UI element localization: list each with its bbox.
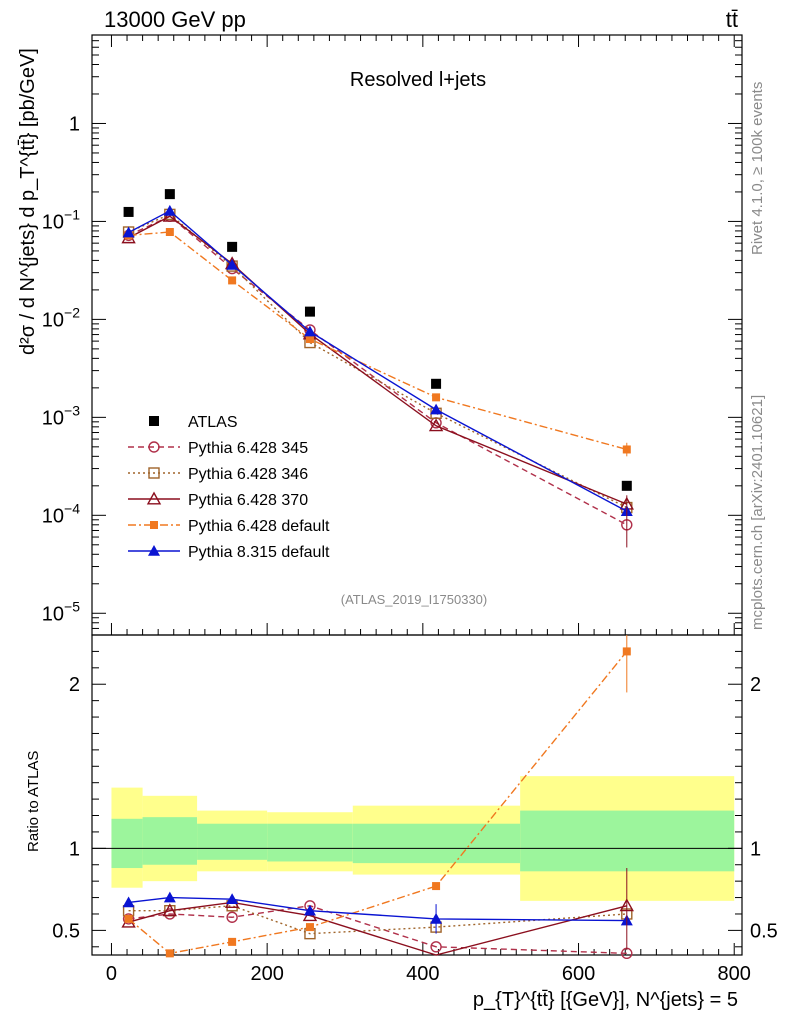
y-tick-label: 10−5: [42, 598, 80, 625]
atlas-point: [227, 241, 238, 252]
legend-marker-4: [150, 521, 158, 529]
series-point-3: [305, 335, 314, 344]
series-point-3: [228, 276, 237, 285]
ratio-series-group: [121, 635, 634, 960]
ratio-uncertainty-bands: [111, 776, 735, 901]
y-tick-label: 10−1: [42, 206, 80, 233]
ratio-tick-label: 0.5: [750, 920, 778, 942]
ratio-point-0: [226, 911, 238, 923]
analysis-watermark: (ATLAS_2019_I1750330): [341, 592, 487, 607]
atlas-point: [304, 306, 315, 317]
ratio-point-4: [163, 891, 176, 903]
series-point-2: [428, 418, 444, 432]
x-tick-label: 0: [106, 963, 117, 985]
ratio-line-4: [128, 896, 627, 922]
ratio-tick-label: 0.5: [52, 920, 80, 942]
ratio-tick-label: 1: [69, 838, 80, 860]
legend-label-4: Pythia 6.428 default: [188, 518, 330, 535]
legend-label-2: Pythia 6.428 346: [188, 466, 308, 483]
legend-marker-1: [148, 441, 160, 453]
y-tick-label: 10−3: [42, 402, 80, 429]
legend-marker-3: [146, 491, 162, 505]
rivet-version-label: Rivet 4.1.0, ≥ 100k events: [749, 82, 766, 255]
band-inner-2: [197, 823, 268, 860]
legend-label-1: Pythia 6.428 345: [188, 440, 308, 457]
ratio-tick-label: 1: [750, 838, 761, 860]
series-point-3: [432, 393, 441, 402]
ratio-point-3: [305, 923, 314, 932]
x-tick-label: 200: [250, 963, 283, 985]
atlas-point: [123, 206, 134, 217]
series-point-4: [303, 325, 316, 337]
band-inner-3: [267, 823, 353, 862]
series-line-4: [128, 210, 628, 512]
ratio-point-3: [432, 882, 441, 891]
ratio-point-3: [165, 949, 174, 958]
ratio-line-1: [128, 905, 627, 935]
ratio-y-axis-title: Ratio to ATLAS: [25, 751, 42, 852]
mcplots-source-label: mcplots.cern.ch [arXiv:2401.10621]: [749, 395, 766, 630]
band-inner-5: [520, 810, 735, 872]
y-axis-title: d²σ / d N^{jets} d p_T^{tt̄} [pb/GeV]: [17, 48, 39, 355]
x-tick-label: 800: [718, 963, 751, 985]
legend-label-5: Pythia 8.315 default: [188, 544, 330, 561]
series-line-2: [128, 215, 628, 505]
ratio-plot-frame: [91, 634, 743, 956]
chart-title: Resolved l+jets: [350, 69, 486, 91]
energy-label: 13000 GeV pp: [104, 7, 246, 32]
series-line-3: [128, 231, 627, 451]
ratio-point-3: [228, 937, 237, 946]
legend-marker-0: [149, 416, 159, 426]
series-point-4: [163, 204, 176, 216]
series-line-1: [128, 213, 628, 509]
x-axis-title: p_{T}^{tt̄} [{GeV}], N^{jets} = 5: [473, 989, 738, 1011]
x-tick-label: 400: [406, 963, 439, 985]
ratio-point-4: [303, 904, 316, 916]
legend: ATLAS Pythia 6.428 345 Pythia 6.428 346 Pyt…: [128, 414, 330, 561]
ratio-line-0: [128, 905, 627, 955]
band-inner-1: [142, 817, 198, 865]
x-tick-label: 600: [562, 963, 595, 985]
ratio-point-4: [122, 896, 135, 908]
ratio-point-0: [430, 941, 442, 953]
band-inner-0: [111, 818, 143, 869]
y-tick-label: 10−2: [42, 304, 80, 331]
ratio-line-2: [128, 901, 627, 956]
series-point-3: [165, 227, 174, 236]
atlas-point: [431, 378, 442, 389]
series-point-4: [226, 258, 239, 270]
ratio-tick-label: 2: [750, 674, 761, 696]
series-point-4: [430, 403, 443, 415]
process-label: tt̄: [726, 7, 738, 32]
legend-label-0: ATLAS: [188, 414, 238, 431]
ratio-tick-label: 2: [69, 674, 80, 696]
main-series-group: [121, 189, 634, 548]
ratio-point-0: [122, 913, 135, 925]
axis-ticks: 0 200 400 600 800 10−5 10−4 10−3 10−2 10−1 1 0.5 0.5…: [42, 34, 778, 985]
legend-marker-5: [148, 545, 160, 556]
y-tick-label: 10−4: [42, 500, 80, 527]
legend-label-3: Pythia 6.428 370: [188, 492, 308, 509]
ratio-point-3: [124, 914, 133, 923]
y-tick-label: 1: [69, 113, 80, 135]
series-point-4: [122, 226, 135, 238]
atlas-point: [621, 480, 632, 491]
ratio-point-2: [162, 903, 178, 917]
legend-marker-2: [148, 467, 160, 479]
atlas-point: [164, 189, 175, 200]
ratio-point-4: [226, 893, 239, 905]
ratio-line-3: [128, 650, 628, 955]
band-inner-4: [352, 823, 521, 864]
